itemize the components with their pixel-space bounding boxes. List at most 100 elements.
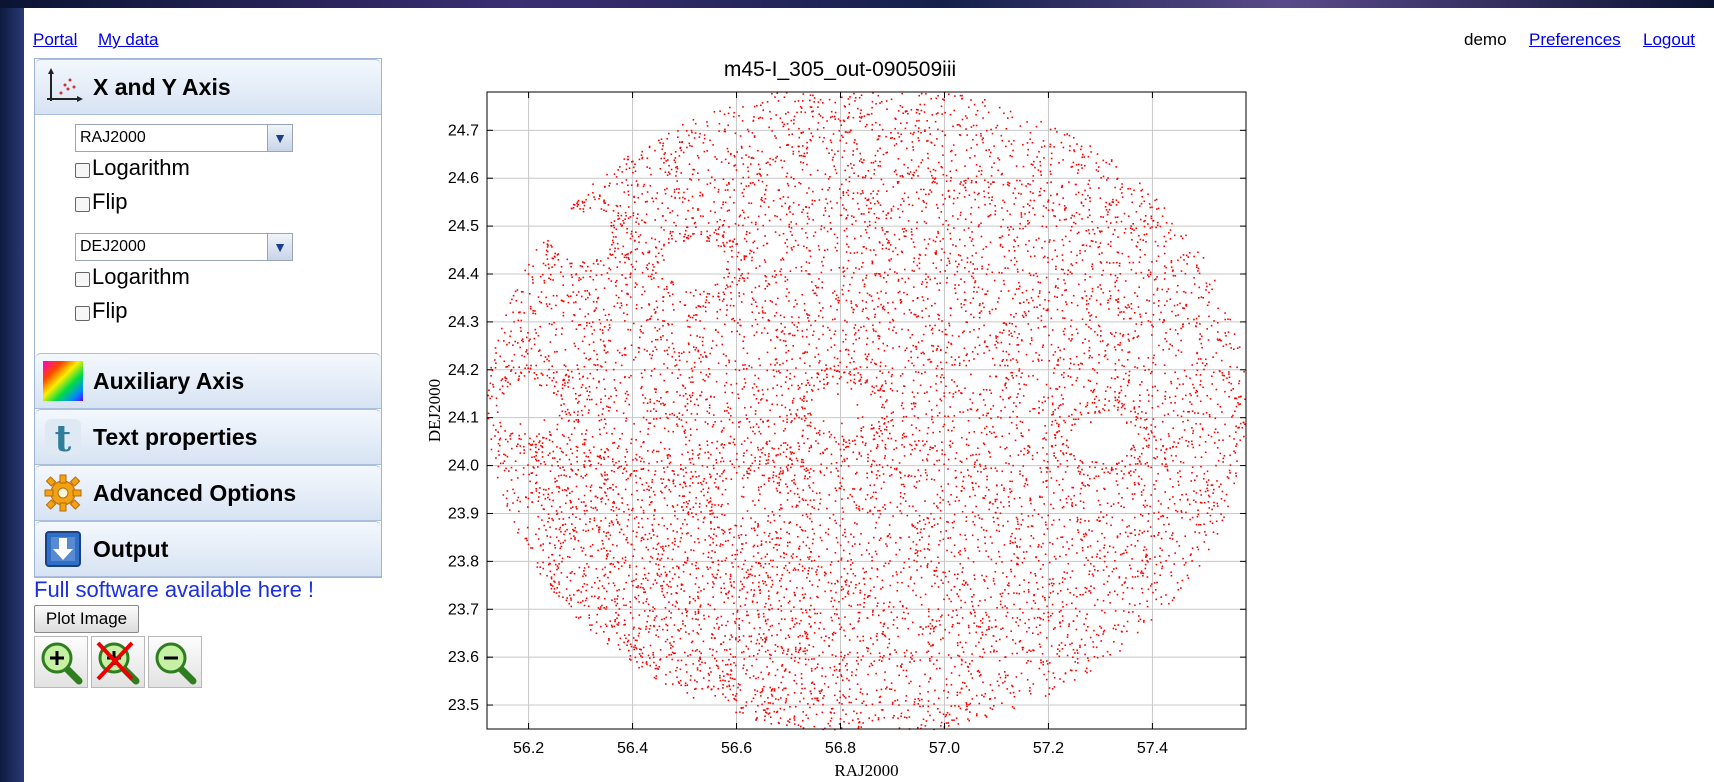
scatter-point xyxy=(1184,291,1187,294)
y-logarithm-checkbox[interactable]: Logarithm xyxy=(75,264,190,290)
scatter-point xyxy=(1089,315,1091,317)
scatter-point xyxy=(671,293,674,296)
scatter-point xyxy=(981,288,984,290)
scatter-point xyxy=(959,94,962,97)
scatter-point xyxy=(753,334,756,337)
scatter-point xyxy=(864,229,867,231)
scatter-point xyxy=(1099,504,1101,506)
scatter-point xyxy=(891,703,894,705)
checkbox-box[interactable] xyxy=(75,271,90,287)
scatter-point xyxy=(740,443,743,445)
scatter-point xyxy=(831,619,833,622)
scatter-point xyxy=(1126,307,1128,309)
scatter-point xyxy=(1016,179,1018,182)
scatter-point xyxy=(1095,475,1097,478)
section-auxiliary-axis[interactable]: Auxiliary Axis xyxy=(35,353,381,409)
zoom-reset-button[interactable] xyxy=(91,636,145,688)
checkbox-box[interactable] xyxy=(75,196,90,212)
scatter-point xyxy=(813,532,816,535)
scatter-point xyxy=(1148,275,1150,278)
scatter-point xyxy=(630,184,633,186)
scatter-point xyxy=(739,711,741,713)
section-xy-axis[interactable]: X and Y Axis xyxy=(35,59,381,115)
x-logarithm-checkbox[interactable]: Logarithm xyxy=(75,155,190,181)
scatter-point xyxy=(758,463,761,466)
scatter-point xyxy=(589,624,591,626)
scatter-point xyxy=(958,263,960,265)
scatter-point xyxy=(573,535,575,537)
scatter-point xyxy=(1117,201,1120,203)
scatter-point xyxy=(771,607,773,610)
scatter-point xyxy=(1061,254,1064,256)
scatter-point xyxy=(1055,265,1057,268)
scatter-point xyxy=(860,235,862,237)
scatter-point xyxy=(810,106,813,108)
y-axis-column-select[interactable]: DEJ2000 ▼ xyxy=(75,233,293,261)
scatter-point xyxy=(553,264,556,266)
scatter-point xyxy=(718,526,720,529)
scatter-point xyxy=(1072,656,1074,658)
scatter-point xyxy=(866,511,869,514)
scatter-point xyxy=(504,376,506,378)
scatter-point xyxy=(1108,409,1110,412)
checkbox-box[interactable] xyxy=(75,162,90,178)
x-axis-column-select[interactable]: RAJ2000 ▼ xyxy=(75,124,293,152)
scatter-point xyxy=(1120,413,1123,416)
scatter-point xyxy=(1035,272,1037,275)
scatter-point xyxy=(671,332,673,334)
section-advanced-options[interactable]: Advanced Options xyxy=(35,465,381,521)
scatter-point xyxy=(527,506,529,508)
scatter-point xyxy=(600,365,602,367)
scatter-point xyxy=(866,199,868,201)
scatter-point xyxy=(808,547,811,550)
scatter-point xyxy=(813,608,816,611)
section-output[interactable]: Output xyxy=(35,521,381,577)
scatter-point xyxy=(883,308,886,311)
scatter-point xyxy=(875,553,878,555)
x-flip-checkbox[interactable]: Flip xyxy=(75,189,127,215)
full-software-link[interactable]: Full software available here ! xyxy=(34,577,315,602)
scatter-point xyxy=(911,448,914,451)
scatter-point xyxy=(496,411,499,413)
zoom-in-button[interactable] xyxy=(34,636,88,688)
scatter-point xyxy=(719,110,721,112)
scatter-point xyxy=(808,314,811,317)
scatter-point xyxy=(1131,447,1133,450)
checkbox-box[interactable] xyxy=(75,305,90,321)
preferences-link[interactable]: Preferences xyxy=(1529,30,1621,49)
scatter-point xyxy=(841,156,844,159)
scatter-point xyxy=(1058,518,1061,521)
scatter-point xyxy=(1008,353,1010,356)
plot-image-button[interactable]: Plot Image xyxy=(34,605,139,633)
portal-link[interactable]: Portal xyxy=(33,30,78,49)
scatter-point xyxy=(863,606,865,608)
scatter-point xyxy=(766,441,768,443)
scatter-point xyxy=(779,555,782,558)
scatter-point xyxy=(1018,528,1020,530)
scatter-point xyxy=(764,715,766,717)
scatter-point xyxy=(560,530,562,533)
scatter-point xyxy=(930,628,932,630)
scatter-point xyxy=(775,311,778,314)
y-flip-checkbox[interactable]: Flip xyxy=(75,298,127,324)
scatter-point xyxy=(1110,273,1112,276)
scatter-point xyxy=(1112,468,1114,471)
scatter-point xyxy=(945,683,948,686)
scatter-point xyxy=(1171,222,1173,225)
section-text-properties[interactable]: t Text properties xyxy=(35,409,381,465)
logout-link[interactable]: Logout xyxy=(1643,30,1695,49)
scatter-point xyxy=(772,546,775,549)
scatter-point xyxy=(624,559,627,562)
scatter-point xyxy=(778,484,780,487)
scatter-point xyxy=(680,464,682,466)
scatter-point xyxy=(668,570,671,573)
scatter-point xyxy=(715,664,718,667)
scatter-point xyxy=(689,178,691,180)
scatter-point xyxy=(756,609,759,612)
scatter-point xyxy=(1075,355,1078,358)
scatter-point xyxy=(624,400,627,403)
scatter-point xyxy=(754,456,756,459)
my-data-link[interactable]: My data xyxy=(98,30,159,49)
zoom-out-button[interactable] xyxy=(148,636,202,688)
